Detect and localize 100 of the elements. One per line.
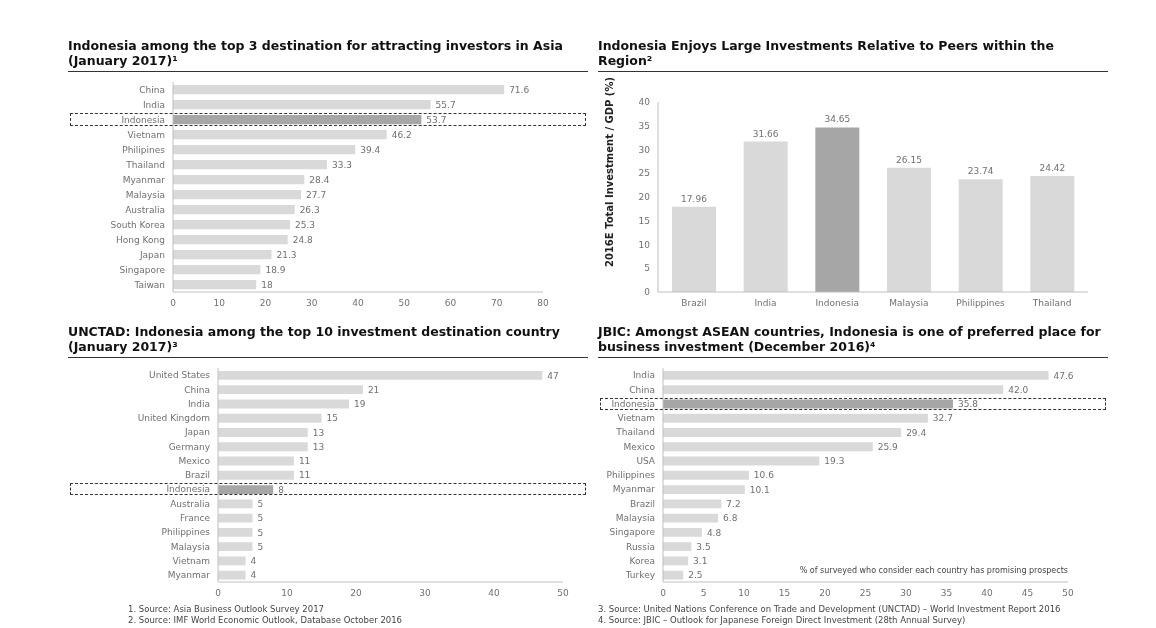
y-tick-label: India: [632, 370, 655, 381]
x-axis-title: % of surveyed who consider each country has promising prospects: [799, 566, 1068, 575]
bar: [218, 399, 350, 409]
x-tick-label: 50: [1062, 588, 1074, 599]
data-label: 34.65: [824, 114, 851, 125]
x-tick-label: 0: [215, 588, 222, 599]
y-tick-label: 20: [638, 192, 651, 203]
y-tick-label: Vietnam: [617, 413, 655, 424]
data-label: 32.7: [932, 413, 953, 424]
x-tick-label: 5: [700, 588, 707, 599]
x-tick-label: 35: [940, 588, 953, 599]
bar: [173, 130, 387, 140]
y-tick-label: Russia: [626, 541, 655, 552]
y-tick-label: Philippines: [606, 470, 656, 481]
data-label: 31.66: [752, 128, 779, 139]
text: 1. Source: Asia Business Outlook Survey 2017: [128, 604, 325, 615]
y-tick-label: France: [180, 512, 211, 523]
x-tick-label: Malaysia: [889, 298, 929, 309]
y-tick-label: 30: [638, 144, 651, 155]
bar: [663, 527, 702, 537]
bar: [663, 470, 749, 480]
bar: [218, 542, 253, 552]
data-label: 47.6: [1053, 370, 1074, 381]
bar: [663, 413, 928, 423]
chart-title: JBIC: Amongst ASEAN countries, Indonesia is one of preferred place for business investment (December 2016)⁴: [598, 324, 1102, 354]
bar: [173, 100, 431, 110]
x-tick-label: 10: [213, 298, 226, 309]
bar: [218, 527, 253, 537]
x-tick-label: Philippines: [956, 298, 1006, 309]
x-tick-label: 45: [1021, 588, 1034, 599]
x-tick-label: 60: [444, 298, 457, 309]
y-tick-label: India: [142, 99, 165, 110]
bar: [173, 190, 302, 200]
data-label: 5: [257, 527, 264, 538]
bar: [218, 570, 246, 580]
bar: [218, 556, 246, 566]
data-label: 46.2: [391, 129, 412, 140]
x-tick-label: Indonesia: [815, 298, 859, 309]
bar: [173, 205, 295, 215]
x-tick-label: 15: [778, 588, 791, 599]
bar: [663, 428, 902, 437]
data-label: 5: [257, 499, 264, 510]
bar: [173, 85, 505, 95]
y-tick-label: Japan: [183, 427, 210, 438]
bar: [663, 456, 820, 466]
data-label: 4: [250, 556, 257, 567]
bar: [218, 470, 294, 480]
y-tick-label: India: [187, 398, 210, 409]
bar: [663, 385, 1004, 395]
bar: [218, 371, 543, 380]
y-tick-label: Philippines: [161, 527, 211, 538]
x-tick-label: 20: [259, 298, 272, 309]
y-tick-label: Vietnam: [172, 555, 210, 566]
y-tick-label: Myanmar: [612, 484, 656, 495]
data-label: 18.9: [265, 264, 286, 275]
data-label: 13: [312, 427, 325, 438]
data-label: 55.7: [435, 99, 456, 110]
data-label: 19.3: [824, 456, 845, 467]
y-tick-label: Brazil: [629, 498, 655, 509]
y-tick-label: China: [139, 84, 165, 95]
x-tick-label: 40: [352, 298, 364, 309]
x-tick-label: India: [754, 298, 777, 309]
bar: [663, 570, 684, 580]
x-tick-label: 20: [819, 588, 831, 599]
data-label: 35.8: [957, 399, 979, 410]
data-label: 33.3: [332, 159, 353, 170]
x-tick-label: 40: [981, 588, 993, 599]
y-tick-label: 35: [638, 120, 650, 131]
x-tick-label: 25: [859, 588, 872, 599]
x-tick-label: Brazil: [681, 298, 707, 309]
x-tick-label: 10: [738, 588, 750, 599]
bar: [743, 141, 788, 292]
bar: [663, 499, 722, 509]
bar: [173, 220, 291, 230]
y-tick-label: Indonesia: [121, 114, 165, 125]
data-label: 19: [354, 399, 366, 410]
y-tick-label: Singapore: [609, 527, 656, 538]
y-tick-label: United States: [149, 370, 211, 381]
bar: [218, 513, 253, 523]
data-label: 25.3: [295, 219, 316, 230]
y-tick-label: Mexico: [178, 455, 211, 466]
y-tick-label: Philipines: [122, 144, 166, 155]
y-axis-title: 2016E Total Investment / GDP (%): [603, 76, 615, 267]
y-tick-label: China: [184, 384, 210, 395]
x-tick-label: 70: [491, 298, 503, 309]
data-label: 17.96: [681, 193, 708, 204]
data-label: 4: [250, 570, 257, 581]
chart-title: Indonesia among the top 3 destination for attracting investors in Asia (January 2017)¹: [68, 38, 564, 68]
bar: [958, 179, 1003, 292]
y-tick-label: Singapore: [119, 264, 166, 275]
y-tick-label: Indonesia: [611, 398, 655, 409]
data-label: 23.74: [967, 166, 994, 177]
data-label: 71.6: [509, 84, 530, 95]
data-label: 10.6: [753, 470, 775, 481]
text: 3. Source: United Nations Conference on Trade and Development (UNCTAD) – World Investment Report 2016: [598, 604, 1062, 615]
y-tick-label: Australia: [125, 204, 165, 215]
chart-title: Indonesia Enjoys Large Investments Relative to Peers within the Region²: [598, 38, 1055, 68]
bar: [815, 127, 860, 292]
x-tick-label: 30: [419, 588, 431, 599]
y-tick-label: Hong Kong: [116, 234, 165, 245]
